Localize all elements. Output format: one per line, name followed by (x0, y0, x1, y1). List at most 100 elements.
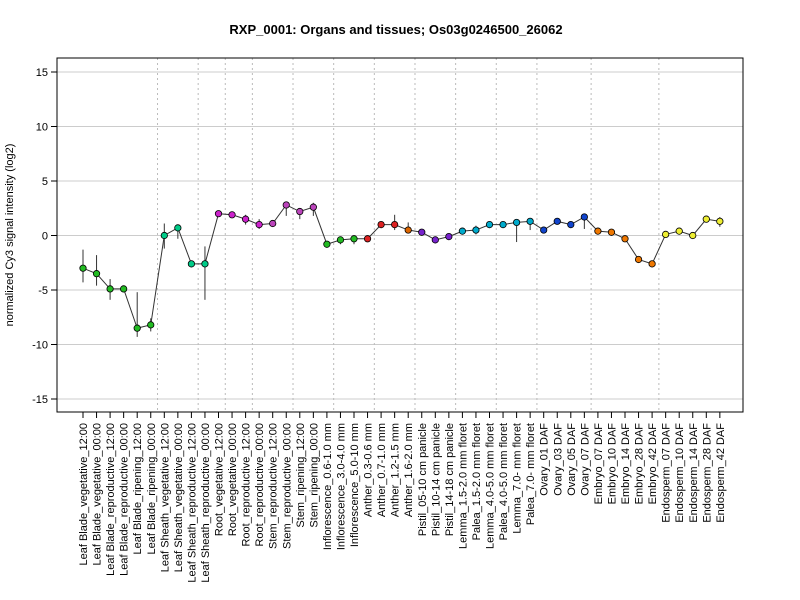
x-tick-label: Root_vegetative_00:00 (227, 423, 239, 536)
x-tick-label: Anther_0.7-1.0 mm (376, 423, 388, 517)
data-point (174, 224, 182, 232)
data-point (106, 285, 114, 293)
y-tick-label: -5 (38, 285, 48, 297)
x-tick-label: Leaf Sheath_vegetative_00:00 (173, 423, 185, 572)
series-line (82, 204, 720, 329)
data-point (526, 217, 534, 225)
data-point (675, 227, 683, 235)
data-point (309, 203, 317, 211)
data-point (214, 210, 223, 218)
x-tick-label: Embryo_42 DAF (647, 423, 659, 505)
x-tick-label: Root_reproductive_00:00 (254, 423, 266, 547)
data-point (228, 211, 236, 219)
x-tick-label: Palea_4.0-5.0 mm floret (498, 423, 510, 540)
x-tick-label: Inflorescence_0.6-1.0 mm (322, 423, 334, 550)
x-tick-label: Endosperm_07 DAF (661, 423, 673, 523)
data-point (336, 236, 345, 244)
x-tick-label: Embryo_28 DAF (634, 423, 646, 505)
x-tick-label: Lemma_7.0- mm floret (512, 423, 524, 534)
series-polyline (82, 204, 720, 329)
x-axis-labels: Leaf Blade_vegetative_12:00 Leaf Blade_ve… (78, 412, 727, 583)
data-point (79, 264, 87, 272)
data-point (445, 232, 453, 241)
x-tick-label: Leaf Sheath_reproductive_00:00 (200, 423, 212, 583)
data-point (648, 260, 656, 268)
data-point (607, 228, 616, 236)
data-point (323, 240, 331, 248)
data-point (594, 227, 602, 235)
x-tick-label: Pistil_10-14 cm panicle (430, 423, 442, 536)
x-tick-label: Pistil_14-18 cm panicle (444, 423, 456, 536)
x-tick-label: Root_vegetative_12:00 (214, 423, 226, 536)
x-tick-label: Palea_7.0- mm floret (525, 423, 537, 525)
data-point (567, 221, 575, 229)
chart-title: RXP_0001: Organs and tissues; Os03g02465… (229, 22, 562, 37)
data-point (242, 215, 250, 223)
data-point (485, 221, 494, 229)
x-tick-label: Anther_1.2-1.5 mm (390, 423, 402, 517)
x-tick-label: Stem_reproductive_12:00 (268, 423, 280, 549)
data-point (418, 228, 426, 236)
x-tick-label: Ovary_07 DAF (579, 423, 591, 496)
data-point (120, 285, 128, 293)
x-tick-label: Leaf Sheath_reproductive_12:00 (186, 423, 198, 583)
x-tick-label: Leaf Blade_vegetative_12:00 (78, 423, 90, 566)
data-point (553, 217, 561, 225)
data-point (512, 218, 521, 227)
x-tick-label: Ovary_03 DAF (552, 423, 564, 496)
data-point (634, 255, 643, 264)
data-point (716, 217, 724, 225)
x-tick-label: Inflorescence_3.0-4.0 mm (335, 423, 347, 550)
data-points (79, 201, 724, 332)
x-tick-label: Stem_reproductive_00:00 (281, 423, 293, 549)
x-tick-label: Root_reproductive_12:00 (241, 423, 253, 547)
x-tick-label: Embryo_10 DAF (606, 423, 618, 505)
x-tick-label: Ovary_05 DAF (566, 423, 578, 496)
data-point (92, 270, 101, 278)
x-tick-label: Stem_ripening_12:00 (295, 423, 307, 528)
x-tick-label: Pistil_05-10 cm panicle (417, 423, 429, 536)
x-tick-label: Embryo_14 DAF (620, 423, 632, 505)
data-point (133, 324, 141, 332)
y-tick-label: 10 (36, 122, 48, 134)
data-point (282, 201, 290, 209)
data-point (350, 235, 358, 243)
data-point (540, 226, 548, 234)
y-axis-label: normalized Cy3 signal intensity (log2) (4, 144, 16, 327)
x-tick-label: Embryo_07 DAF (593, 423, 605, 505)
data-point (377, 221, 385, 229)
data-point (269, 219, 277, 228)
y-tick-label: 0 (42, 231, 48, 243)
y-tick-label: -10 (32, 340, 48, 352)
data-point (404, 226, 412, 234)
x-tick-label: Palea_1.5-2.0 mm floret (471, 423, 483, 540)
data-point (187, 260, 195, 268)
x-tick-label: Leaf Blade_reproductive_12:00 (105, 423, 117, 576)
data-point (201, 260, 209, 268)
y-axis: -15 -10 -5 0 5 10 15 (32, 67, 57, 406)
grid-lines (57, 71, 743, 400)
x-tick-label: Endosperm_42 DAF (715, 423, 727, 523)
y-tick-label: 15 (36, 67, 48, 79)
plot-frame (56, 57, 744, 413)
x-tick-label: Stem_ripening_00:00 (308, 423, 320, 528)
x-tick-label: Anther_1.6-2.0 mm (403, 423, 415, 517)
data-point (431, 236, 439, 244)
data-point (621, 235, 629, 243)
x-tick-label: Leaf Blade_ripening_12:00 (132, 423, 144, 555)
data-point (255, 221, 263, 229)
data-point (363, 235, 372, 243)
data-point (147, 321, 155, 329)
x-tick-label: Endosperm_28 DAF (701, 423, 713, 523)
x-tick-label: Leaf Blade_vegetative_00:00 (92, 423, 104, 566)
data-point (472, 226, 480, 234)
data-point (160, 231, 168, 240)
data-point (702, 215, 710, 223)
x-tick-label: Anther_0.3-0.6 mm (363, 423, 375, 517)
x-tick-label: Leaf Sheath_vegetative_12:00 (159, 423, 171, 572)
x-tick-label: Endosperm_14 DAF (688, 423, 700, 523)
data-point (296, 207, 304, 216)
x-tick-label: Leaf Blade_ripening_00:00 (146, 423, 158, 555)
x-tick-label: Ovary_01 DAF (539, 423, 551, 496)
